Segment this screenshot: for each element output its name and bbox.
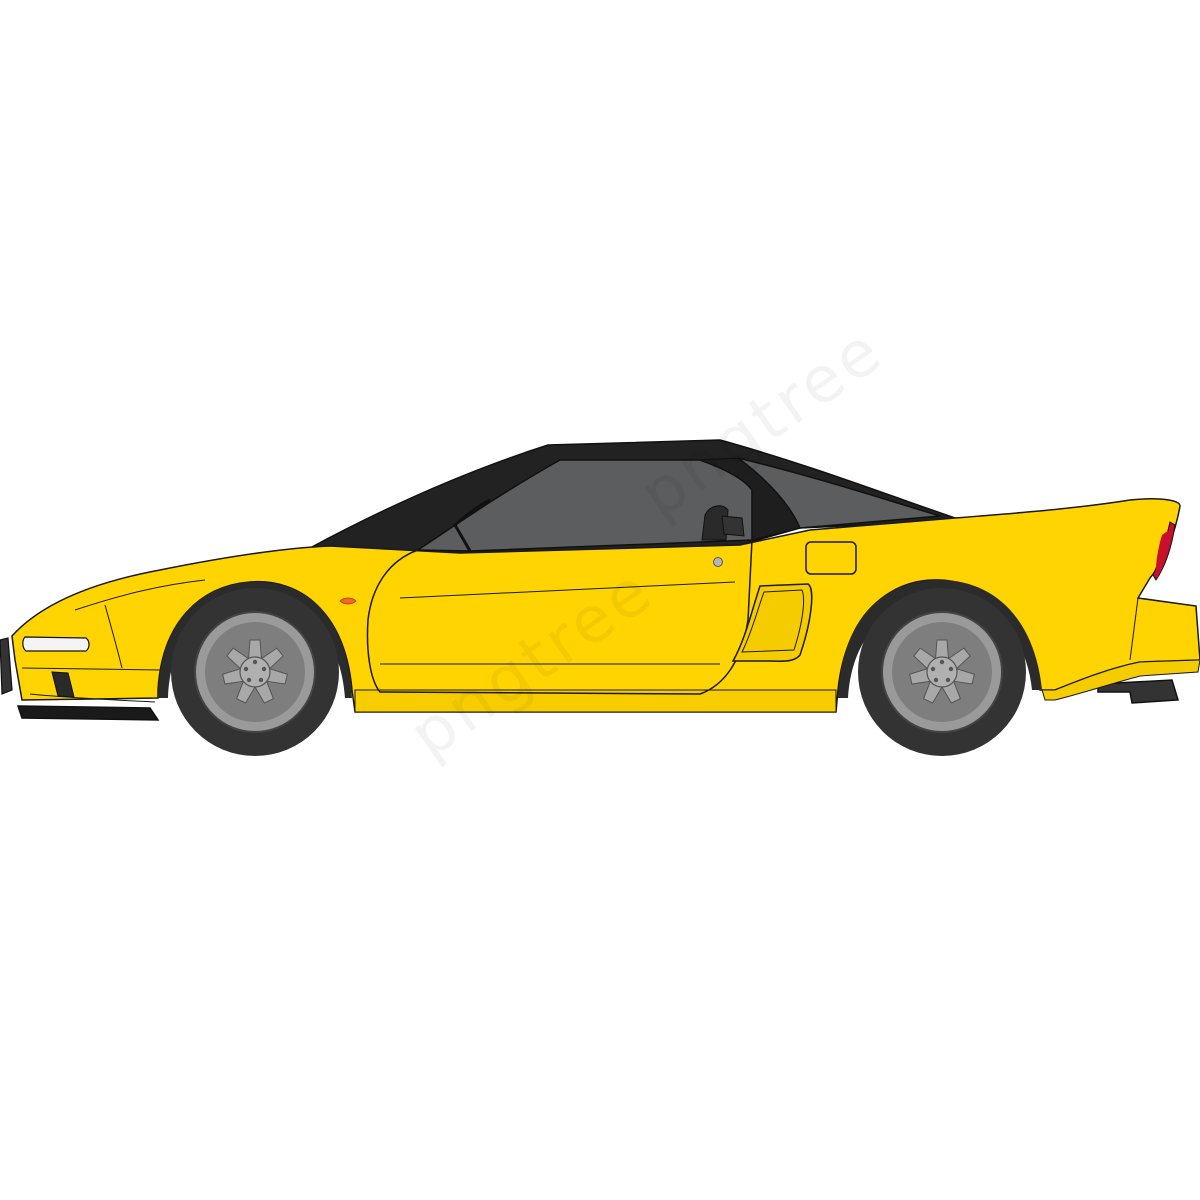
tail-light-fill [1155,528,1172,578]
rear-bumper [1041,659,1200,701]
rear-quarter-line [1129,597,1139,661]
seat-headrest [701,505,729,541]
fuel-cap [805,541,857,575]
side-intake [731,583,813,662]
lower-bumper-line [29,693,156,703]
b-pillar [699,457,801,541]
front-splitter [16,705,160,721]
door-outline [366,539,753,695]
rear-wheel [858,588,1026,756]
window-frame [453,498,491,552]
front-fender-line [104,604,123,669]
front-vent [51,671,75,698]
side-intake-inner [741,589,805,653]
headlight [22,636,90,652]
door-crease [399,581,736,599]
front-bumper-line [21,667,161,671]
mirror [721,515,745,537]
front-wheel [171,588,339,756]
front-lip [0,637,13,695]
side-marker [339,597,357,605]
door-handle[interactable] [713,557,723,567]
rear-diffuser [1097,679,1179,704]
side-sill [354,689,837,713]
hood-line [74,579,206,611]
